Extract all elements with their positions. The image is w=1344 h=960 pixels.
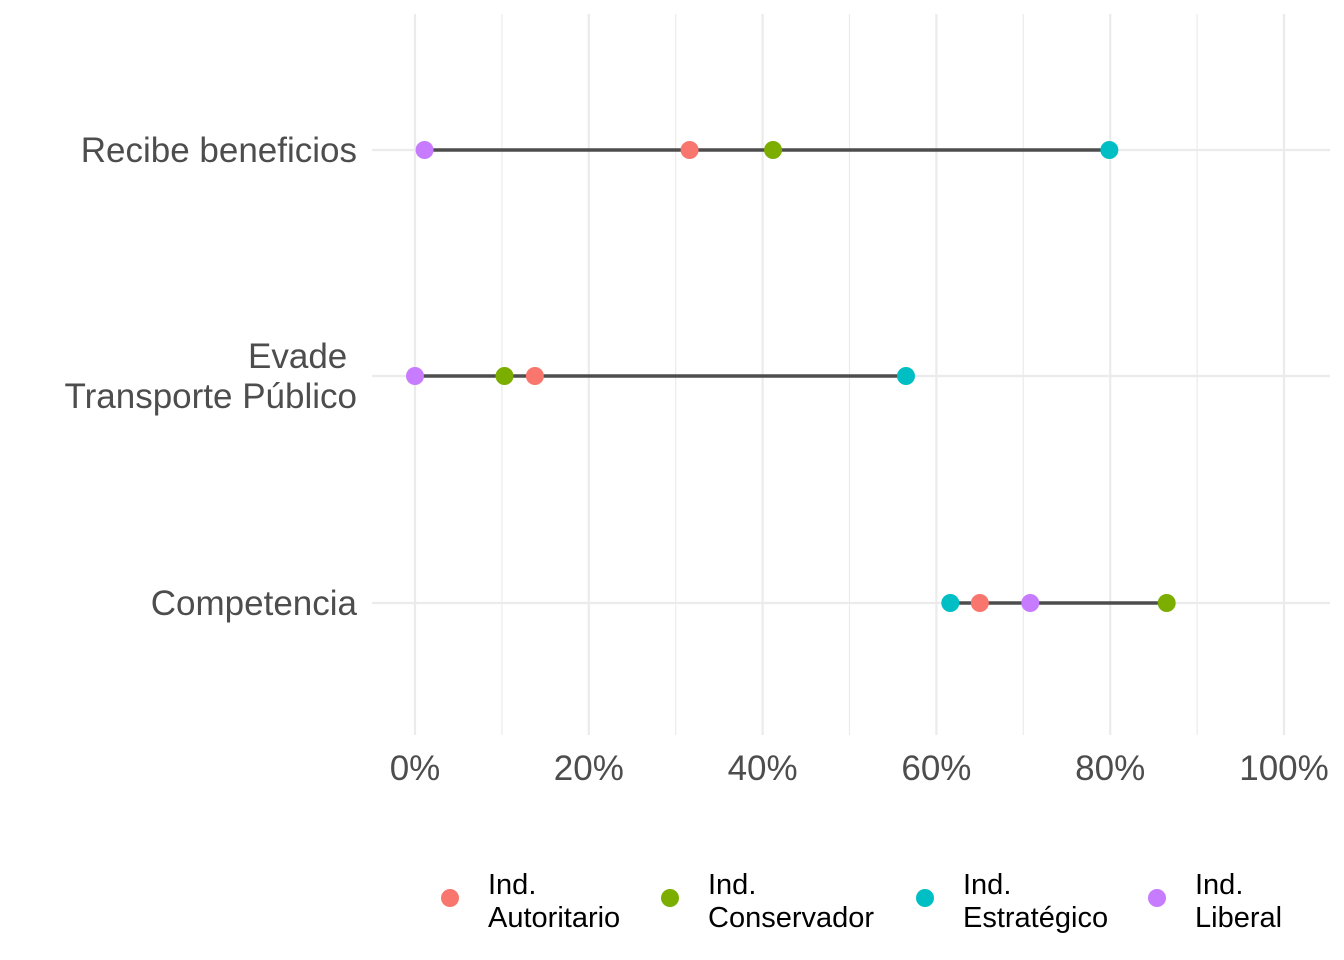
y-tick-label-competencia: Competencia bbox=[151, 584, 358, 623]
x-tick-label: 40% bbox=[728, 749, 798, 788]
legend-label: Ind. Autoritario bbox=[488, 869, 620, 934]
x-tick-label: 100% bbox=[1239, 749, 1329, 788]
point-competencia-series-2 bbox=[941, 594, 960, 612]
data-points bbox=[406, 141, 1176, 612]
y-tick-label-evade: Evade Transporte Público bbox=[65, 337, 357, 416]
x-axis-tick-labels: 0% 20% 40% 60% 80% 100% bbox=[390, 749, 1329, 788]
legend-label: Ind. Liberal bbox=[1195, 869, 1282, 934]
legend: Ind. Autoritario Ind. Conservador Ind. Estrat… bbox=[441, 869, 1282, 934]
legend-key bbox=[441, 889, 459, 907]
point-recibe-series-0 bbox=[680, 141, 699, 159]
y-axis-tick-labels: Recibe beneficios Evade Transporte Públic… bbox=[65, 131, 358, 623]
x-tick-label: 60% bbox=[901, 749, 971, 788]
x-tick-label: 0% bbox=[390, 749, 441, 788]
point-competencia-series-3 bbox=[1021, 594, 1040, 612]
legend-label: Ind. Estratégico bbox=[963, 869, 1108, 934]
point-recibe-series-2 bbox=[1100, 141, 1119, 159]
point-evade-series-3 bbox=[406, 367, 424, 385]
x-tick-label: 20% bbox=[554, 749, 624, 788]
legend-item-2: Ind. Estratégico bbox=[916, 869, 1108, 934]
point-evade-series-1 bbox=[495, 367, 514, 385]
point-competencia-series-0 bbox=[970, 594, 989, 612]
legend-item-0: Ind. Autoritario bbox=[441, 869, 620, 934]
point-recibe-series-1 bbox=[764, 141, 783, 159]
point-competencia-series-1 bbox=[1157, 594, 1176, 612]
point-recibe-series-3 bbox=[415, 141, 434, 159]
x-tick-label: 80% bbox=[1075, 749, 1145, 788]
legend-label: Ind. Conservador bbox=[708, 869, 874, 934]
legend-key bbox=[916, 889, 934, 907]
point-evade-series-0 bbox=[525, 367, 544, 385]
legend-key bbox=[661, 889, 679, 907]
point-evade-series-2 bbox=[896, 367, 915, 385]
legend-item-1: Ind. Conservador bbox=[661, 869, 874, 934]
legend-item-3: Ind. Liberal bbox=[1148, 869, 1282, 934]
legend-key bbox=[1148, 889, 1166, 907]
y-tick-label-recibe: Recibe beneficios bbox=[81, 131, 357, 170]
